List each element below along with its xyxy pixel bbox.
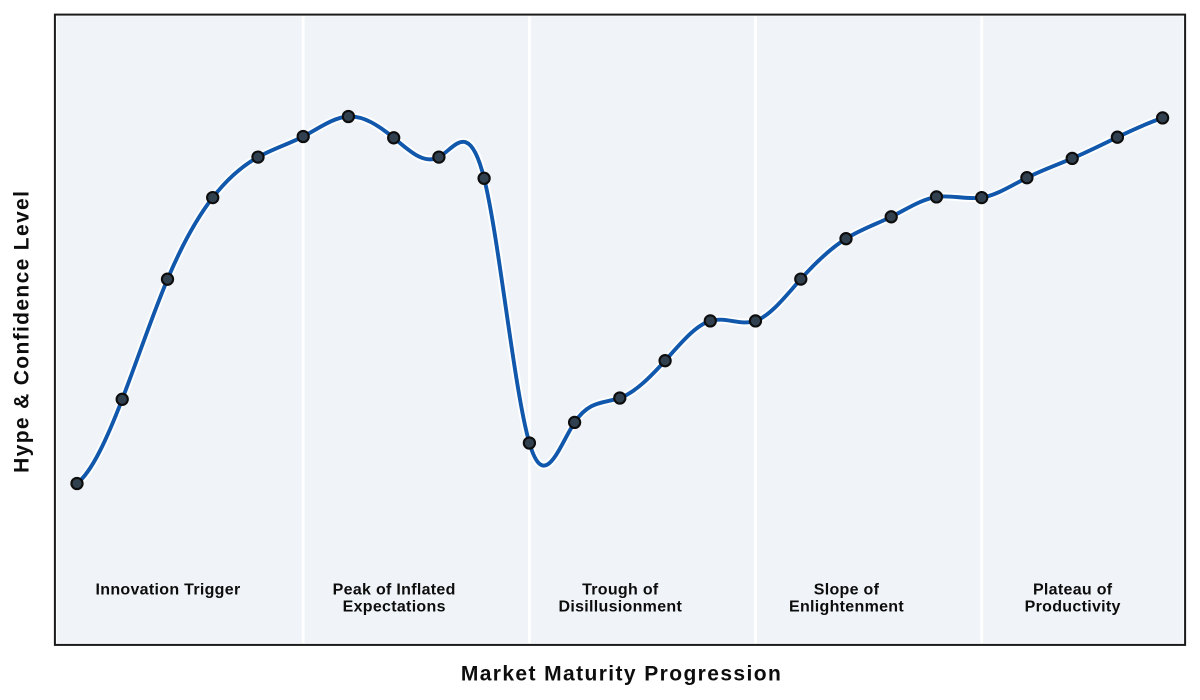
svg-text:Market Maturity Progression: Market Maturity Progression (461, 663, 782, 686)
svg-text:Slope of: Slope of (814, 582, 880, 599)
svg-text:Hype & Confidence Level: Hype & Confidence Level (10, 190, 33, 473)
svg-text:Enlightenment: Enlightenment (789, 598, 904, 615)
svg-text:Plateau of: Plateau of (1033, 582, 1113, 599)
svg-text:Disillusionment: Disillusionment (558, 598, 682, 615)
svg-text:Peak of Inflated: Peak of Inflated (333, 582, 456, 599)
svg-text:Expectations: Expectations (343, 598, 446, 615)
svg-text:Trough of: Trough of (582, 582, 659, 599)
svg-text:Productivity: Productivity (1025, 598, 1121, 615)
svg-text:Innovation Trigger: Innovation Trigger (96, 582, 241, 599)
